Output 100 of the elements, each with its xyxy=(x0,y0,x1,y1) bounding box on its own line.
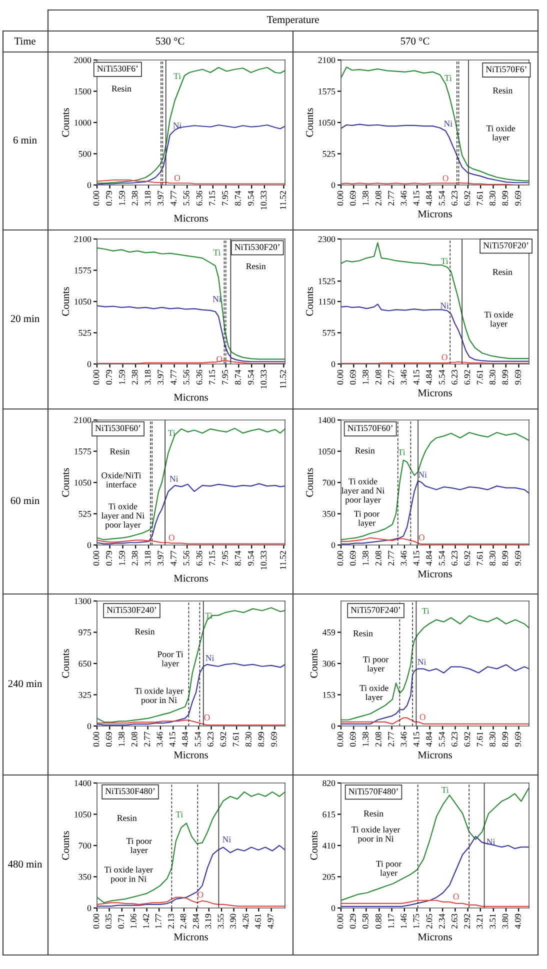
x-tick-label: 1.38 xyxy=(362,190,369,206)
y-tick-label: 0 xyxy=(87,361,92,368)
annotation: Ti poor layer xyxy=(354,510,380,528)
x-axis-title: Microns xyxy=(418,933,452,940)
x-tick-label: 4.84 xyxy=(426,370,432,385)
x-tick-label: 8.30 xyxy=(490,370,496,385)
x-axis-title: Microns xyxy=(174,214,208,222)
text: 20 min xyxy=(10,315,40,322)
x-tick-label: 4.84 xyxy=(426,550,432,566)
series-label: O xyxy=(420,714,426,720)
y-tick-label: 459 xyxy=(322,629,336,636)
x-tick-label: 2.38 xyxy=(132,550,138,566)
x-tick-label: 6.92 xyxy=(220,732,226,746)
y-tick-label: 325 xyxy=(78,692,92,698)
x-tick-label: 2.05 xyxy=(426,914,432,928)
x-tick-label: 2.08 xyxy=(375,732,382,746)
x-tick-label: 0.00 xyxy=(337,914,344,929)
annotation: Ti oxide layer poor in Ni xyxy=(104,866,153,884)
text: 240 min xyxy=(8,680,42,688)
x-tick-label: 0.79 xyxy=(106,550,112,566)
x-tick-label: 0.00 xyxy=(337,190,344,206)
x-tick-label: 0.88 xyxy=(375,914,382,929)
x-tick-label: 1.75 xyxy=(413,914,420,928)
annotation: NiTi570F20’ xyxy=(483,242,528,248)
annotation: Resin xyxy=(364,810,384,816)
x-tick-label: 1.42 xyxy=(143,914,150,928)
x-tick-label: 2.08 xyxy=(375,370,382,384)
x-tick-label: 0.69 xyxy=(350,370,356,385)
text: Temperature xyxy=(266,16,319,26)
text: 570 °C xyxy=(400,38,430,45)
annotation: Resin xyxy=(492,269,512,275)
x-tick-label: 10.33 xyxy=(260,370,267,388)
annotation: Ti poor layer xyxy=(376,860,402,878)
x-tick-label: 9.69 xyxy=(515,550,521,566)
x-tick-label: 3.19 xyxy=(205,914,212,928)
annotation: NiTi530F60’ xyxy=(95,425,140,432)
y-tick-label: 700 xyxy=(78,842,92,849)
text: Time xyxy=(14,38,36,45)
x-tick-label: 9.69 xyxy=(515,370,521,385)
y-tick-label: 1050 xyxy=(74,480,92,486)
x-tick-label: 8.99 xyxy=(502,370,508,385)
x-tick-label: 4.84 xyxy=(426,190,432,206)
x-tick-label: 4.97 xyxy=(268,914,274,929)
x-tick-label: 5.54 xyxy=(438,190,445,206)
x-tick-label: 2.08 xyxy=(131,732,138,746)
line-series xyxy=(341,304,529,362)
text: 60 min xyxy=(10,497,40,504)
x-tick-label: 0.69 xyxy=(350,190,356,206)
x-tick-label: 7.61 xyxy=(476,551,483,566)
x-tick-label: 4.15 xyxy=(413,550,420,566)
y-axis-title: Counts xyxy=(62,649,70,678)
x-tick-label: 4.77 xyxy=(170,370,177,385)
y-tick-label: 2100 xyxy=(74,417,92,424)
x-axis-title: Microns xyxy=(418,751,452,758)
x-tick-label: 0.69 xyxy=(106,732,112,747)
y-tick-label: 1050 xyxy=(318,448,336,454)
annotation: Ti oxide layer xyxy=(484,311,513,329)
x-tick-label: 3.46 xyxy=(400,550,407,566)
y-tick-label: 615 xyxy=(322,811,336,818)
x-tick-label: 8.30 xyxy=(490,732,496,747)
series-label: O xyxy=(442,175,448,182)
annotation: Resin xyxy=(135,628,155,634)
x-tick-label: 3.46 xyxy=(400,732,407,746)
series-label: Ni xyxy=(486,838,496,845)
y-tick-label: 306 xyxy=(322,660,336,667)
y-tick-label: 410 xyxy=(322,842,336,849)
x-tick-label: 2.92 xyxy=(464,914,470,928)
x-tick-label: 1.46 xyxy=(400,914,407,928)
annotation: Poor Ti layer xyxy=(158,651,184,668)
x-tick-label: 5.56 xyxy=(183,550,190,566)
y-axis-title: Counts xyxy=(306,108,314,137)
x-tick-label: 4.09 xyxy=(514,914,521,929)
x-axis-title: Microns xyxy=(174,751,208,758)
x-tick-label: 11.52 xyxy=(280,370,286,388)
x-tick-label: 1.38 xyxy=(118,732,125,746)
annotation: NiTi570F240’ xyxy=(350,606,400,613)
x-tick-label: 2.77 xyxy=(144,732,150,746)
x-tick-label: 4.26 xyxy=(242,914,249,929)
x-tick-label: 0.35 xyxy=(106,914,112,929)
x-tick-label: 7.95 xyxy=(222,190,228,206)
annotation: Ti oxide layer poor in Ni xyxy=(352,826,400,844)
series-label: Ti xyxy=(176,811,183,818)
x-tick-label: 2.38 xyxy=(132,190,138,206)
y-tick-label: 575 xyxy=(322,330,336,336)
x-tick-label: 1.06 xyxy=(130,914,136,928)
x-axis-title: Microns xyxy=(418,570,452,578)
x-tick-label: 5.54 xyxy=(438,732,445,746)
y-tick-label: 0 xyxy=(331,361,336,368)
y-axis-title: Counts xyxy=(306,287,314,316)
y-tick-label: 153 xyxy=(323,692,336,698)
line-series xyxy=(341,66,529,182)
y-tick-label: 1050 xyxy=(74,298,92,305)
x-tick-label: 6.36 xyxy=(196,550,202,566)
x-tick-label: 0.69 xyxy=(350,550,356,566)
y-tick-label: 0 xyxy=(331,905,336,912)
series-label: Ni xyxy=(444,120,452,126)
y-tick-label: 2100 xyxy=(318,57,336,64)
y-tick-label: 2100 xyxy=(74,236,92,242)
y-axis-title: Counts xyxy=(62,468,70,497)
y-tick-label: 700 xyxy=(322,480,336,486)
